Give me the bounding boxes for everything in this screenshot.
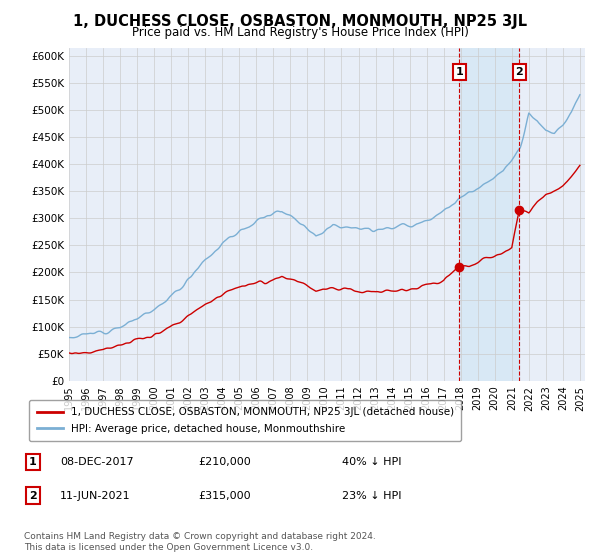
Text: 2: 2 xyxy=(29,491,37,501)
Text: 11-JUN-2021: 11-JUN-2021 xyxy=(60,491,131,501)
Text: £210,000: £210,000 xyxy=(198,457,251,467)
Legend: 1, DUCHESS CLOSE, OSBASTON, MONMOUTH, NP25 3JL (detached house), HPI: Average pr: 1, DUCHESS CLOSE, OSBASTON, MONMOUTH, NP… xyxy=(29,400,461,441)
Text: Contains HM Land Registry data © Crown copyright and database right 2024.
This d: Contains HM Land Registry data © Crown c… xyxy=(24,532,376,552)
Text: £315,000: £315,000 xyxy=(198,491,251,501)
Text: 1: 1 xyxy=(29,457,37,467)
Text: 2: 2 xyxy=(515,67,523,77)
Text: Price paid vs. HM Land Registry's House Price Index (HPI): Price paid vs. HM Land Registry's House … xyxy=(131,26,469,39)
Bar xyxy=(460,48,519,381)
Text: 1: 1 xyxy=(455,67,463,77)
Text: 1, DUCHESS CLOSE, OSBASTON, MONMOUTH, NP25 3JL: 1, DUCHESS CLOSE, OSBASTON, MONMOUTH, NP… xyxy=(73,14,527,29)
Text: 08-DEC-2017: 08-DEC-2017 xyxy=(60,457,134,467)
Text: 23% ↓ HPI: 23% ↓ HPI xyxy=(342,491,401,501)
Text: 40% ↓ HPI: 40% ↓ HPI xyxy=(342,457,401,467)
